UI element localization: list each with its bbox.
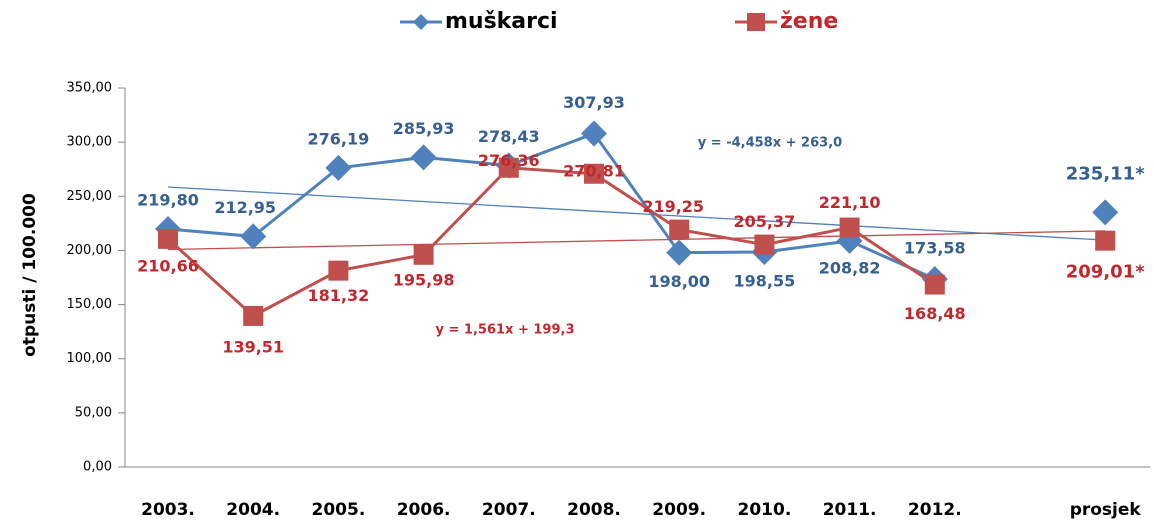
x-tick-label: 2005. (312, 500, 366, 520)
data-label: 235,11* (1066, 163, 1145, 184)
marker (754, 234, 775, 255)
trendline-label: y = -4,458x + 263,0 (698, 136, 842, 151)
x-tick-label: 2007. (482, 500, 536, 520)
y-tick-label: 350,00 (67, 81, 113, 96)
legend-marker (747, 13, 765, 31)
marker (325, 154, 352, 181)
marker (328, 260, 349, 281)
legend-label: žene (780, 9, 838, 34)
marker (666, 239, 693, 266)
marker (410, 144, 437, 171)
y-tick-label: 50,00 (75, 405, 112, 420)
data-label: 307,93 (563, 93, 625, 112)
data-label: 209,01* (1066, 262, 1145, 283)
trendline (167, 186, 1106, 241)
data-label: 285,93 (393, 119, 455, 138)
y-tick-label: 100,00 (67, 351, 113, 366)
marker (839, 217, 860, 238)
trendline (167, 230, 1106, 251)
marker (584, 163, 604, 184)
data-label: 168,48 (904, 304, 966, 323)
data-label: 221,10 (819, 193, 881, 212)
x-tick-label: 2011. (823, 500, 877, 520)
trendline-label: y = 1,561x + 199,3 (436, 323, 575, 338)
data-label: 198,55 (734, 271, 796, 290)
data-label: 173,58 (904, 239, 966, 258)
x-tick-label: 2012. (908, 500, 962, 520)
data-label: 198,00 (648, 272, 710, 291)
data-label: 276,19 (308, 129, 370, 148)
data-label: 270,81 (563, 161, 625, 180)
y-tick-label: 300,00 (67, 135, 113, 150)
marker (413, 244, 434, 265)
legend-marker (413, 14, 429, 30)
data-label: 205,37 (734, 212, 796, 231)
y-axis-label: otpusti / 100.000 (20, 193, 40, 357)
x-tick-label: 2004. (226, 500, 280, 520)
marker (581, 120, 607, 147)
x-tick-label: prosjek (1070, 500, 1142, 520)
marker (158, 228, 178, 249)
data-label: 195,98 (393, 270, 455, 289)
x-tick-label: 2009. (652, 500, 706, 520)
x-tick-label: 2010. (738, 500, 792, 520)
data-label: 181,32 (308, 286, 370, 305)
x-tick-label: 2003. (141, 500, 195, 520)
marker (924, 274, 945, 295)
marker (243, 305, 264, 326)
marker (1095, 230, 1116, 251)
x-tick-label: 2006. (397, 500, 451, 520)
data-label: 208,82 (819, 258, 881, 277)
data-label: 210,66 (137, 256, 199, 275)
marker (669, 219, 690, 240)
data-label: 212,95 (214, 198, 276, 217)
data-label: 276,36 (478, 151, 540, 170)
marker (498, 157, 519, 178)
y-tick-label: 0,00 (83, 460, 112, 475)
data-label: 219,25 (642, 197, 704, 216)
x-tick-label: 2008. (567, 500, 621, 520)
y-tick-label: 150,00 (67, 297, 113, 312)
y-tick-label: 200,00 (67, 243, 113, 258)
legend-label: muškarci (445, 9, 558, 34)
data-label: 219,80 (137, 190, 199, 209)
y-tick-label: 250,00 (67, 189, 113, 204)
marker (240, 223, 267, 250)
marker (1092, 199, 1119, 226)
data-label: 278,43 (478, 127, 540, 146)
data-label: 139,51 (222, 337, 284, 356)
